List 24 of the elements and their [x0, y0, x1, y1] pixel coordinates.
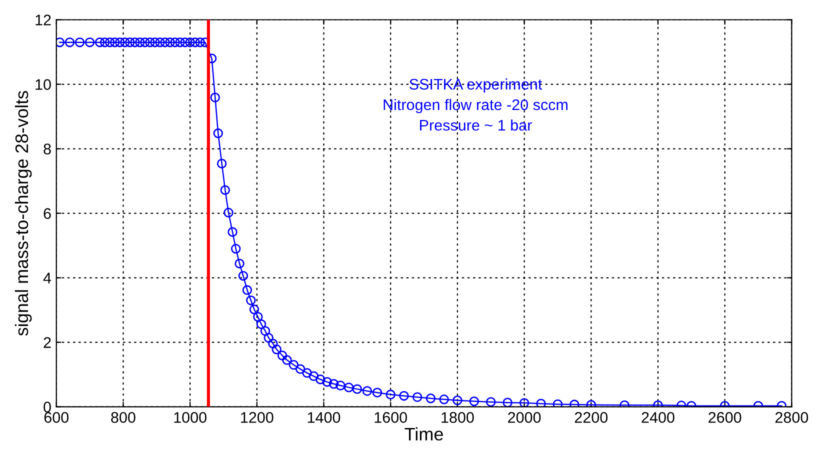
y-tick-label: 6 — [44, 208, 51, 219]
y-tick-label: 12 — [36, 14, 51, 26]
x-axis-title: Time — [404, 427, 443, 441]
y-tick-label: 8 — [44, 144, 51, 154]
x-tick-label: 2400 — [642, 412, 674, 423]
x-tick-label: 800 — [111, 412, 136, 423]
y-tick-label: 2 — [44, 337, 51, 348]
annotation: Nitrogen flow rate -20 sccm — [384, 98, 568, 114]
x-tick-label: 600 — [44, 412, 69, 423]
y-axis-title: signal mass-to-charge 28-volts — [14, 90, 32, 336]
x-tick-label: 2800 — [775, 412, 808, 423]
x-tick-label: 2000 — [508, 412, 541, 423]
x-tick-label: 2200 — [574, 412, 608, 423]
x-tick-label: 1200 — [241, 412, 274, 423]
x-tick-label: 1400 — [308, 412, 340, 423]
x-tick-label: 1800 — [442, 412, 474, 423]
annotation: SSITKA experiment — [410, 78, 542, 93]
annotation: Pressure ~ 1 bar — [420, 119, 532, 131]
x-tick-label: 1000 — [174, 412, 206, 423]
y-tick-label: 10 — [36, 79, 51, 90]
x-tick-label: 1600 — [374, 412, 407, 423]
y-tick-label: 0 — [44, 402, 51, 412]
y-tick-label: 4 — [43, 272, 52, 284]
x-tick-label: 2600 — [708, 412, 742, 423]
